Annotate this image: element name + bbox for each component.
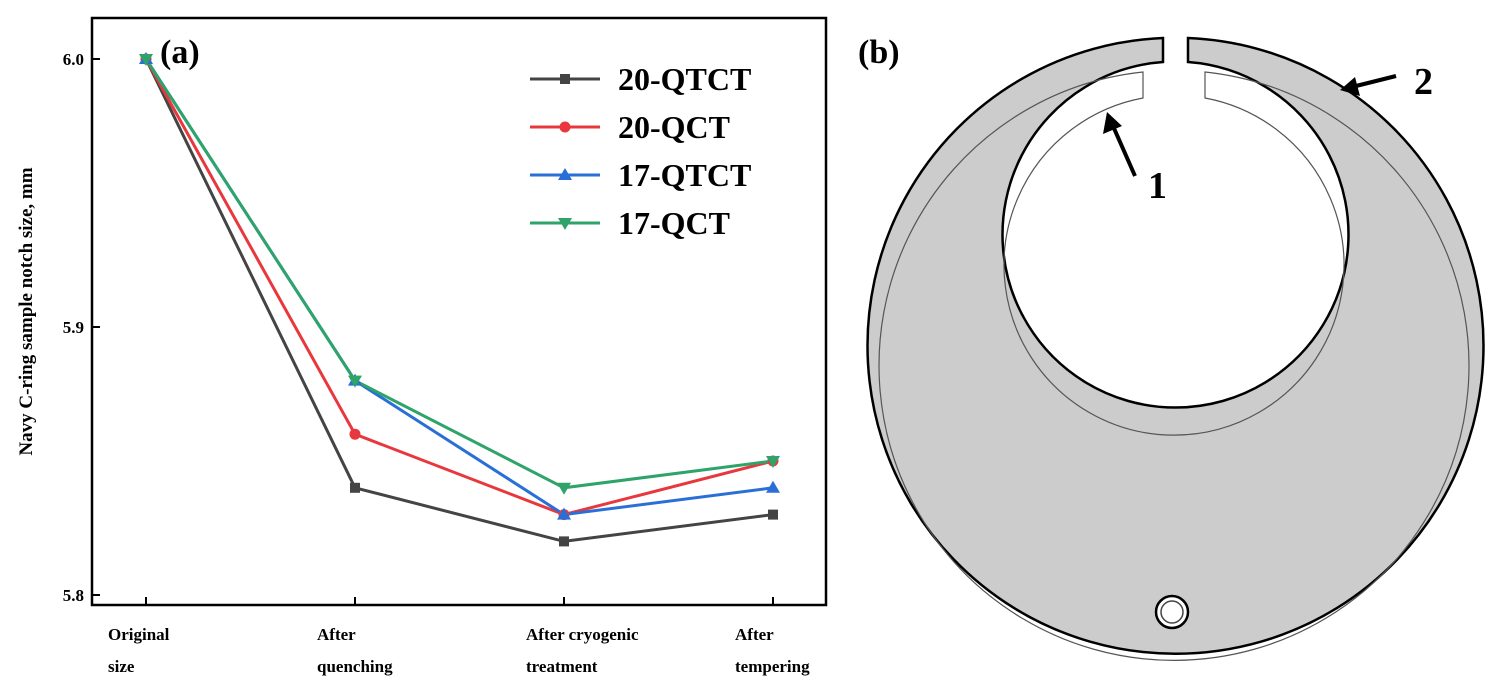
legend-label: 17-QTCT	[618, 157, 751, 193]
data-point	[559, 121, 571, 133]
plot-frame	[90, 16, 828, 607]
y-tick-label: 5.9	[63, 318, 84, 337]
y-tick-label: 6.0	[63, 50, 84, 69]
data-point	[558, 168, 572, 180]
data-point	[557, 482, 571, 495]
y-axis: 5.8 5.9 6.0	[63, 50, 100, 605]
c-ring-outer-profile	[866, 36, 1485, 655]
x-tick-label: After quenching	[317, 625, 393, 676]
chart-panel-a: (a) 5.8 5.9 6.0 Original size After quenching…	[16, 16, 828, 676]
x-tick-label: After cryogenic treatment	[526, 625, 639, 676]
panel-label-b: (b)	[858, 34, 900, 71]
callout-arrow-1	[1103, 112, 1137, 177]
data-point	[348, 375, 362, 388]
data-point	[560, 74, 570, 84]
callout-arrow-2	[1340, 74, 1397, 96]
legend-label: 17-QCT	[618, 205, 730, 241]
legend: 20-QTCT 20-QCT 17-QTCT 17-QCT	[530, 61, 751, 241]
data-point	[349, 428, 361, 440]
data-point	[139, 54, 153, 66]
data-point	[558, 218, 572, 230]
callout-label-2: 2	[1414, 61, 1433, 103]
c-ring-diagram: (b) 1 2	[858, 34, 1485, 661]
c-ring-original-profile	[878, 71, 1470, 661]
x-tick-label: Original size	[108, 625, 170, 676]
series-markers	[139, 52, 780, 547]
data-point	[766, 480, 780, 493]
y-tick-label: 5.8	[63, 586, 84, 605]
x-tick-label: After tempering	[735, 625, 810, 676]
series-line-17-qct	[144, 58, 774, 490]
legend-label: 20-QCT	[618, 109, 730, 145]
legend-label: 20-QTCT	[618, 61, 751, 97]
y-axis-label: Navy C-ring sample notch size, mm	[16, 167, 37, 455]
x-axis: Original size After quenching After cryogeni…	[108, 597, 810, 676]
series-lines	[144, 58, 774, 543]
callout-label-1: 1	[1148, 165, 1167, 207]
series-line-20-qtct	[144, 58, 774, 543]
series-line-20-qct	[144, 58, 774, 517]
panel-label-a: (a)	[160, 34, 200, 71]
mounting-hole-rim	[1160, 600, 1184, 624]
data-point	[766, 456, 780, 468]
data-point	[350, 482, 360, 493]
data-point	[768, 509, 778, 520]
data-point	[557, 507, 571, 520]
data-point	[559, 536, 569, 547]
